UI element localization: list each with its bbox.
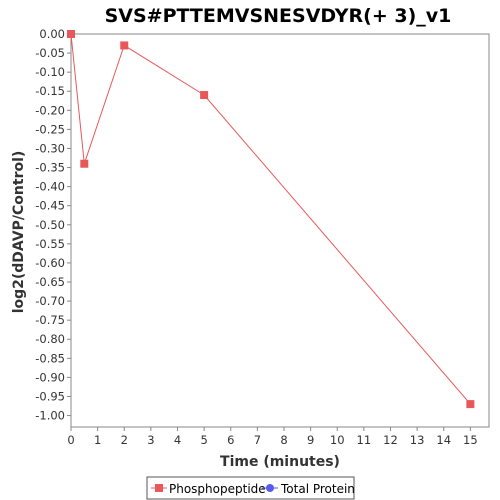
y-tick-label: -0.90 <box>35 370 65 384</box>
x-tick-label: 2 <box>121 433 128 447</box>
x-tick-label: 8 <box>280 433 287 447</box>
x-tick-label: 6 <box>227 433 234 447</box>
y-tick-label: -1.00 <box>35 409 65 423</box>
legend-marker-phosphopeptide <box>155 484 163 492</box>
data-point <box>200 91 209 100</box>
x-axis: 0 1 2 3 4 5 6 7 8 9 10 11 12 13 14 15 <box>67 427 478 447</box>
y-axis-label: log2(dDAVP/Control) <box>11 151 27 314</box>
x-tick-label: 3 <box>147 433 154 447</box>
legend: Phosphopeptide Total Protein <box>146 476 355 500</box>
y-tick-label: -0.40 <box>35 180 65 194</box>
y-tick-label: -0.95 <box>35 389 65 403</box>
data-point <box>67 30 75 38</box>
y-tick-label: -0.70 <box>35 294 65 308</box>
x-tick-label: 9 <box>307 433 314 447</box>
x-tick-label: 0 <box>67 433 74 447</box>
y-tick-label: 0.00 <box>39 27 65 41</box>
y-tick-label: -0.55 <box>35 237 65 251</box>
x-axis-label: Time (minutes) <box>220 454 340 470</box>
legend-label-phosphopeptide: Phosphopeptide <box>169 482 266 496</box>
data-point <box>120 41 129 50</box>
y-tick-label: -0.80 <box>35 332 65 346</box>
legend-marker-total-protein <box>266 484 274 492</box>
plot-area <box>70 33 490 428</box>
x-tick-label: 5 <box>200 433 207 447</box>
data-point <box>466 400 475 409</box>
x-tick-label: 7 <box>254 433 261 447</box>
y-tick-label: -0.05 <box>35 46 65 60</box>
y-tick-label: -0.15 <box>35 84 65 98</box>
y-tick-label: -0.75 <box>35 313 65 327</box>
y-tick-label: -0.60 <box>35 256 65 270</box>
data-point <box>80 159 89 168</box>
x-tick-label: 12 <box>383 433 398 447</box>
y-tick-label: -0.85 <box>35 351 65 365</box>
y-axis: 0.00 -0.05 -0.10 -0.15 -0.20 -0.25 -0.30 -0.35 -… <box>35 27 71 423</box>
legend-label-total-protein: Total Protein <box>280 482 355 496</box>
series-points <box>67 30 475 409</box>
y-tick-label: -0.20 <box>35 103 65 117</box>
x-tick-label: 11 <box>357 433 372 447</box>
chart-title: SVS#PTTEMVSNESVDYR(+ 3)_v1 <box>105 5 452 27</box>
y-tick-label: -0.45 <box>35 199 65 213</box>
x-tick-label: 13 <box>410 433 425 447</box>
legend-box <box>146 476 355 500</box>
y-tick-label: -0.10 <box>35 65 65 79</box>
x-tick-label: 4 <box>174 433 181 447</box>
y-tick-label: -0.35 <box>35 161 65 175</box>
y-tick-label: -0.25 <box>35 122 65 136</box>
x-tick-label: 15 <box>463 433 478 447</box>
y-tick-label: -0.50 <box>35 218 65 232</box>
x-tick-label: 1 <box>94 433 101 447</box>
x-tick-label: 14 <box>436 433 451 447</box>
y-tick-label: -0.65 <box>35 275 65 289</box>
x-tick-label: 10 <box>330 433 345 447</box>
y-tick-label: -0.30 <box>35 141 65 155</box>
